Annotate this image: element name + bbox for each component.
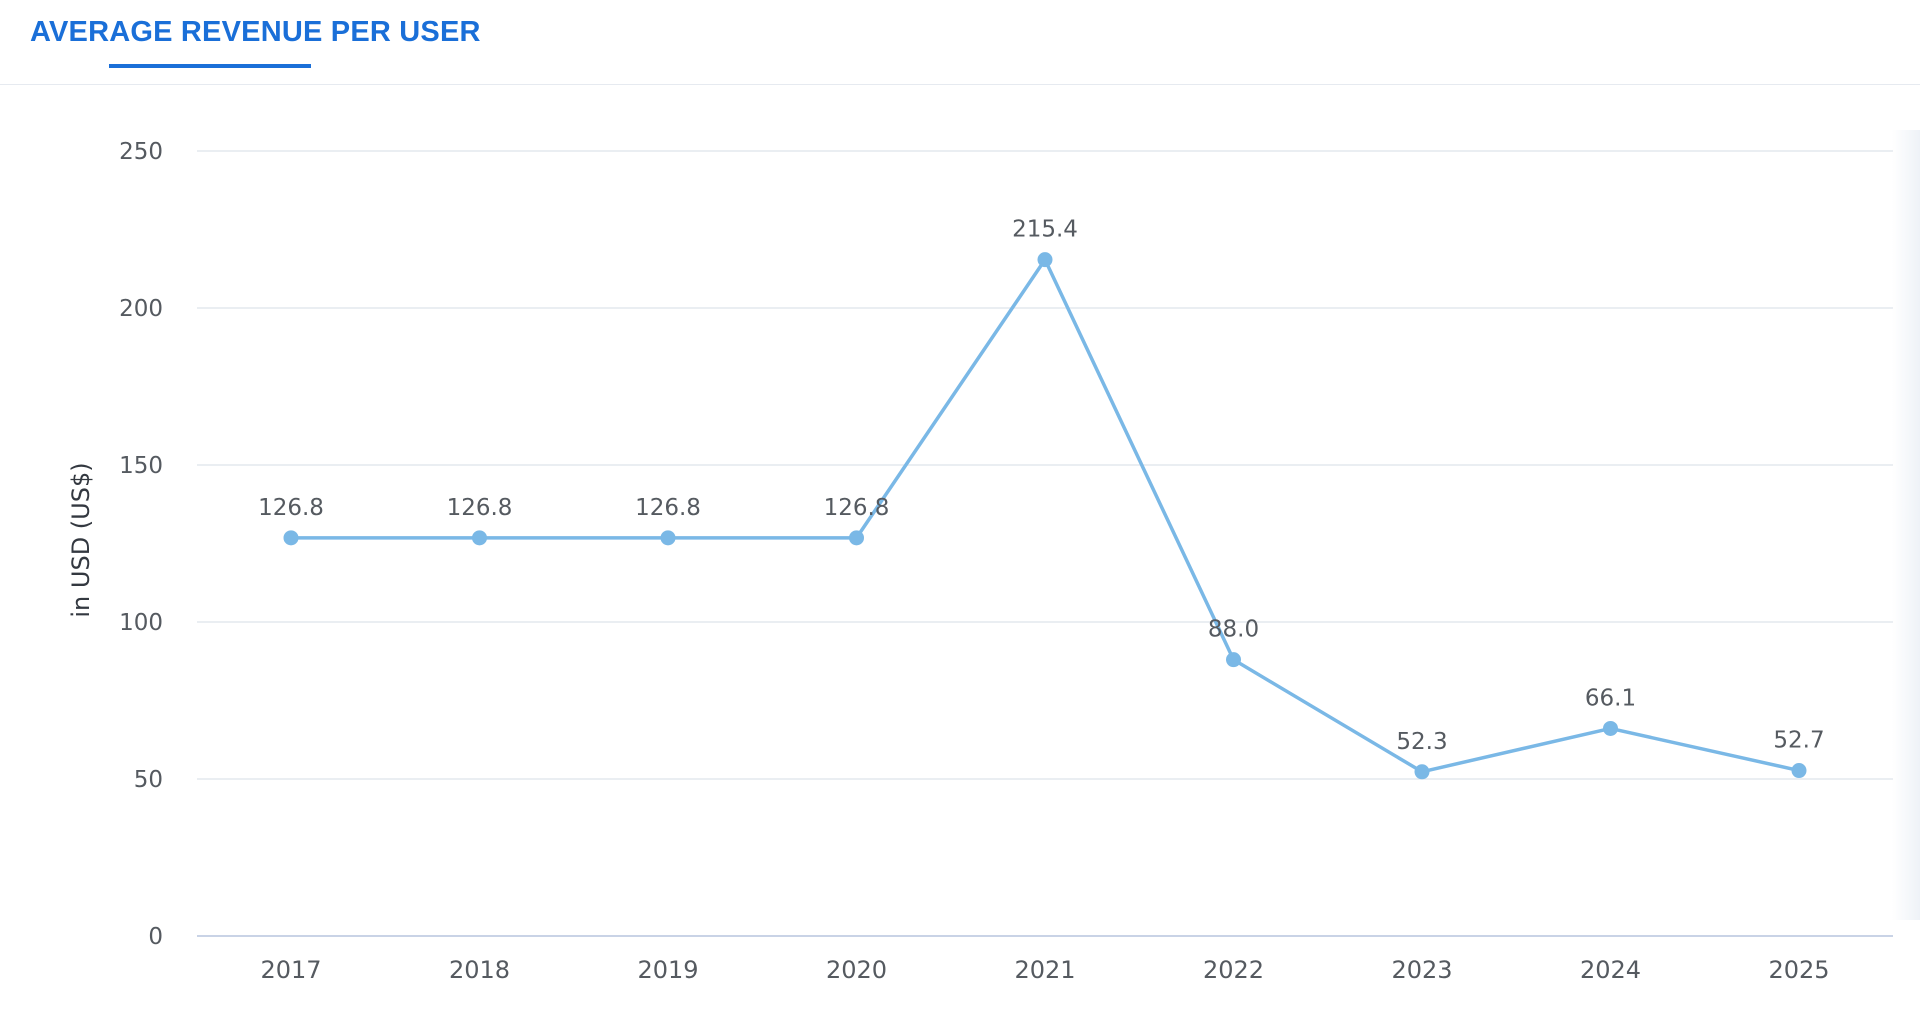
active-tab-indicator <box>109 64 311 68</box>
data-label: 215.4 <box>1012 217 1078 243</box>
data-label: 52.7 <box>1773 728 1824 754</box>
x-tick-label: 2018 <box>449 956 510 984</box>
data-label: 52.3 <box>1396 729 1447 755</box>
scroll-edge-shade <box>1892 130 1920 920</box>
data-label: 126.8 <box>824 495 890 521</box>
series-group: 126.8 126.8 126.8 126.8 215.4 88.0 52.3 66.1 52.… <box>258 217 1825 780</box>
tab-bar: AVERAGE REVENUE PER USER <box>0 0 1920 85</box>
y-tick-label: 100 <box>119 610 163 636</box>
data-label: 66.1 <box>1585 685 1636 711</box>
data-point <box>1791 763 1807 779</box>
x-tick-label: 2021 <box>1014 956 1075 984</box>
grid-lines <box>197 150 1893 937</box>
data-point <box>1037 252 1053 268</box>
y-tick-label: 150 <box>119 453 163 479</box>
data-point <box>1226 652 1241 668</box>
data-point <box>283 530 299 546</box>
y-axis-ticks: 0 50 100 150 200 250 <box>119 139 163 950</box>
x-axis-ticks: 2017 2018 2019 2020 2021 2022 2023 2024 2025 <box>260 956 1829 984</box>
data-label: 126.8 <box>447 495 513 521</box>
x-tick-label: 2023 <box>1391 956 1452 984</box>
x-tick-label: 2017 <box>260 956 321 984</box>
data-label: 88.0 <box>1208 617 1259 643</box>
y-tick-label: 0 <box>148 924 163 950</box>
y-axis-label: in USD (US$) <box>67 462 95 617</box>
x-tick-label: 2022 <box>1203 956 1264 984</box>
y-tick-label: 50 <box>134 767 163 793</box>
series-line <box>289 257 1801 774</box>
x-tick-label: 2020 <box>826 956 887 984</box>
data-point <box>472 530 487 546</box>
data-point <box>1414 764 1430 780</box>
tab-average-revenue-per-user[interactable]: AVERAGE REVENUE PER USER <box>30 16 481 84</box>
x-tick-label: 2025 <box>1768 956 1829 984</box>
x-tick-label: 2019 <box>637 956 698 984</box>
y-tick-label: 200 <box>119 296 163 322</box>
tab-label: AVERAGE REVENUE PER USER <box>30 16 481 48</box>
data-point <box>849 530 864 546</box>
data-label: 126.8 <box>635 495 701 521</box>
y-tick-label: 250 <box>119 139 163 165</box>
x-tick-label: 2024 <box>1580 956 1641 984</box>
data-point <box>660 530 676 546</box>
data-label: 126.8 <box>258 495 324 521</box>
data-point <box>1603 720 1618 736</box>
